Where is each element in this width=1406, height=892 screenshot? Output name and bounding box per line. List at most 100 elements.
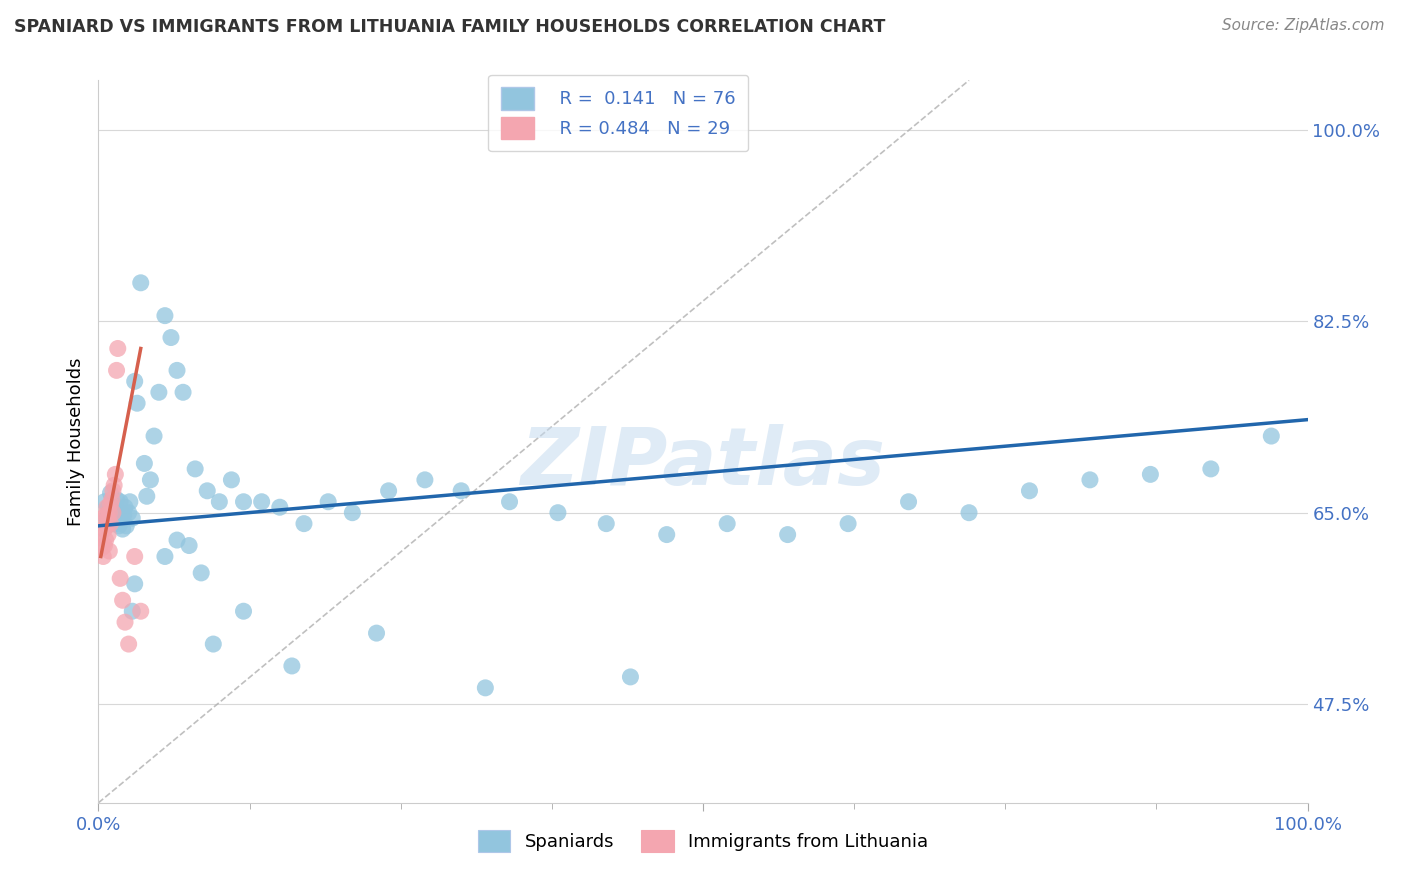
Point bbox=[108, 494, 131, 508]
Point bbox=[94, 533, 117, 547]
Point bbox=[166, 533, 188, 547]
Point bbox=[93, 494, 115, 508]
Point bbox=[121, 604, 143, 618]
Point bbox=[281, 659, 304, 673]
Point bbox=[837, 516, 859, 531]
Point bbox=[108, 519, 131, 533]
Point bbox=[91, 511, 114, 525]
Point bbox=[124, 577, 146, 591]
Point bbox=[111, 593, 134, 607]
Point bbox=[111, 522, 134, 536]
Point bbox=[101, 515, 124, 529]
Text: ZIPatlas: ZIPatlas bbox=[520, 425, 886, 502]
Point bbox=[153, 549, 176, 564]
Point bbox=[776, 527, 799, 541]
Text: Source: ZipAtlas.com: Source: ZipAtlas.com bbox=[1222, 18, 1385, 33]
Point bbox=[134, 457, 156, 471]
Point bbox=[342, 506, 364, 520]
Point bbox=[366, 626, 388, 640]
Point bbox=[93, 522, 115, 536]
Point bbox=[100, 497, 122, 511]
Point bbox=[103, 478, 125, 492]
Point bbox=[316, 494, 339, 508]
Point bbox=[100, 506, 122, 520]
Point bbox=[148, 385, 170, 400]
Point bbox=[166, 363, 188, 377]
Point bbox=[619, 670, 641, 684]
Point bbox=[90, 527, 112, 541]
Point bbox=[108, 511, 131, 525]
Point bbox=[1260, 429, 1282, 443]
Point bbox=[143, 429, 166, 443]
Point bbox=[184, 462, 207, 476]
Point bbox=[100, 486, 122, 500]
Point bbox=[118, 506, 141, 520]
Point bbox=[172, 385, 194, 400]
Point bbox=[655, 527, 678, 541]
Point bbox=[100, 516, 122, 531]
Point bbox=[93, 539, 115, 553]
Point bbox=[595, 516, 617, 531]
Point bbox=[474, 681, 496, 695]
Point bbox=[104, 467, 127, 482]
Point bbox=[269, 500, 291, 515]
Point bbox=[139, 473, 162, 487]
Point bbox=[96, 511, 118, 525]
Point bbox=[127, 396, 149, 410]
Point bbox=[91, 541, 114, 555]
Point bbox=[716, 516, 738, 531]
Point bbox=[98, 544, 121, 558]
Point bbox=[103, 508, 125, 522]
Point bbox=[232, 494, 254, 508]
Point bbox=[1139, 467, 1161, 482]
Point bbox=[91, 549, 114, 564]
Point bbox=[179, 539, 201, 553]
Point bbox=[413, 473, 436, 487]
Point bbox=[115, 519, 138, 533]
Point bbox=[153, 309, 176, 323]
Point bbox=[232, 604, 254, 618]
Legend: Spaniards, Immigrants from Lithuania: Spaniards, Immigrants from Lithuania bbox=[471, 822, 935, 859]
Point bbox=[112, 508, 135, 522]
Point bbox=[498, 494, 520, 508]
Point bbox=[124, 549, 146, 564]
Point bbox=[190, 566, 212, 580]
Point bbox=[129, 604, 152, 618]
Point bbox=[160, 330, 183, 344]
Point bbox=[957, 506, 980, 520]
Point bbox=[94, 508, 117, 522]
Point bbox=[547, 506, 569, 520]
Point bbox=[100, 516, 122, 531]
Point bbox=[97, 511, 120, 525]
Point bbox=[195, 483, 218, 498]
Point bbox=[118, 494, 141, 508]
Point bbox=[114, 500, 136, 515]
Point bbox=[208, 494, 231, 508]
Point bbox=[97, 527, 120, 541]
Point bbox=[98, 506, 121, 520]
Point bbox=[108, 571, 131, 585]
Text: SPANIARD VS IMMIGRANTS FROM LITHUANIA FAMILY HOUSEHOLDS CORRELATION CHART: SPANIARD VS IMMIGRANTS FROM LITHUANIA FA… bbox=[14, 18, 886, 36]
Point bbox=[292, 516, 315, 531]
Point bbox=[97, 500, 120, 515]
Point bbox=[1199, 462, 1222, 476]
Point bbox=[98, 506, 121, 520]
Point bbox=[105, 516, 128, 531]
Point bbox=[129, 276, 152, 290]
Point bbox=[135, 489, 157, 503]
Point bbox=[105, 492, 128, 507]
Point bbox=[450, 483, 472, 498]
Point bbox=[1078, 473, 1101, 487]
Point bbox=[121, 511, 143, 525]
Point bbox=[221, 473, 243, 487]
Point bbox=[96, 500, 118, 515]
Point bbox=[100, 492, 122, 507]
Point bbox=[897, 494, 920, 508]
Point bbox=[110, 515, 132, 529]
Point bbox=[107, 342, 129, 356]
Point bbox=[101, 483, 124, 498]
Point bbox=[118, 637, 141, 651]
Point bbox=[114, 615, 136, 630]
Point bbox=[101, 506, 124, 520]
Point bbox=[1018, 483, 1040, 498]
